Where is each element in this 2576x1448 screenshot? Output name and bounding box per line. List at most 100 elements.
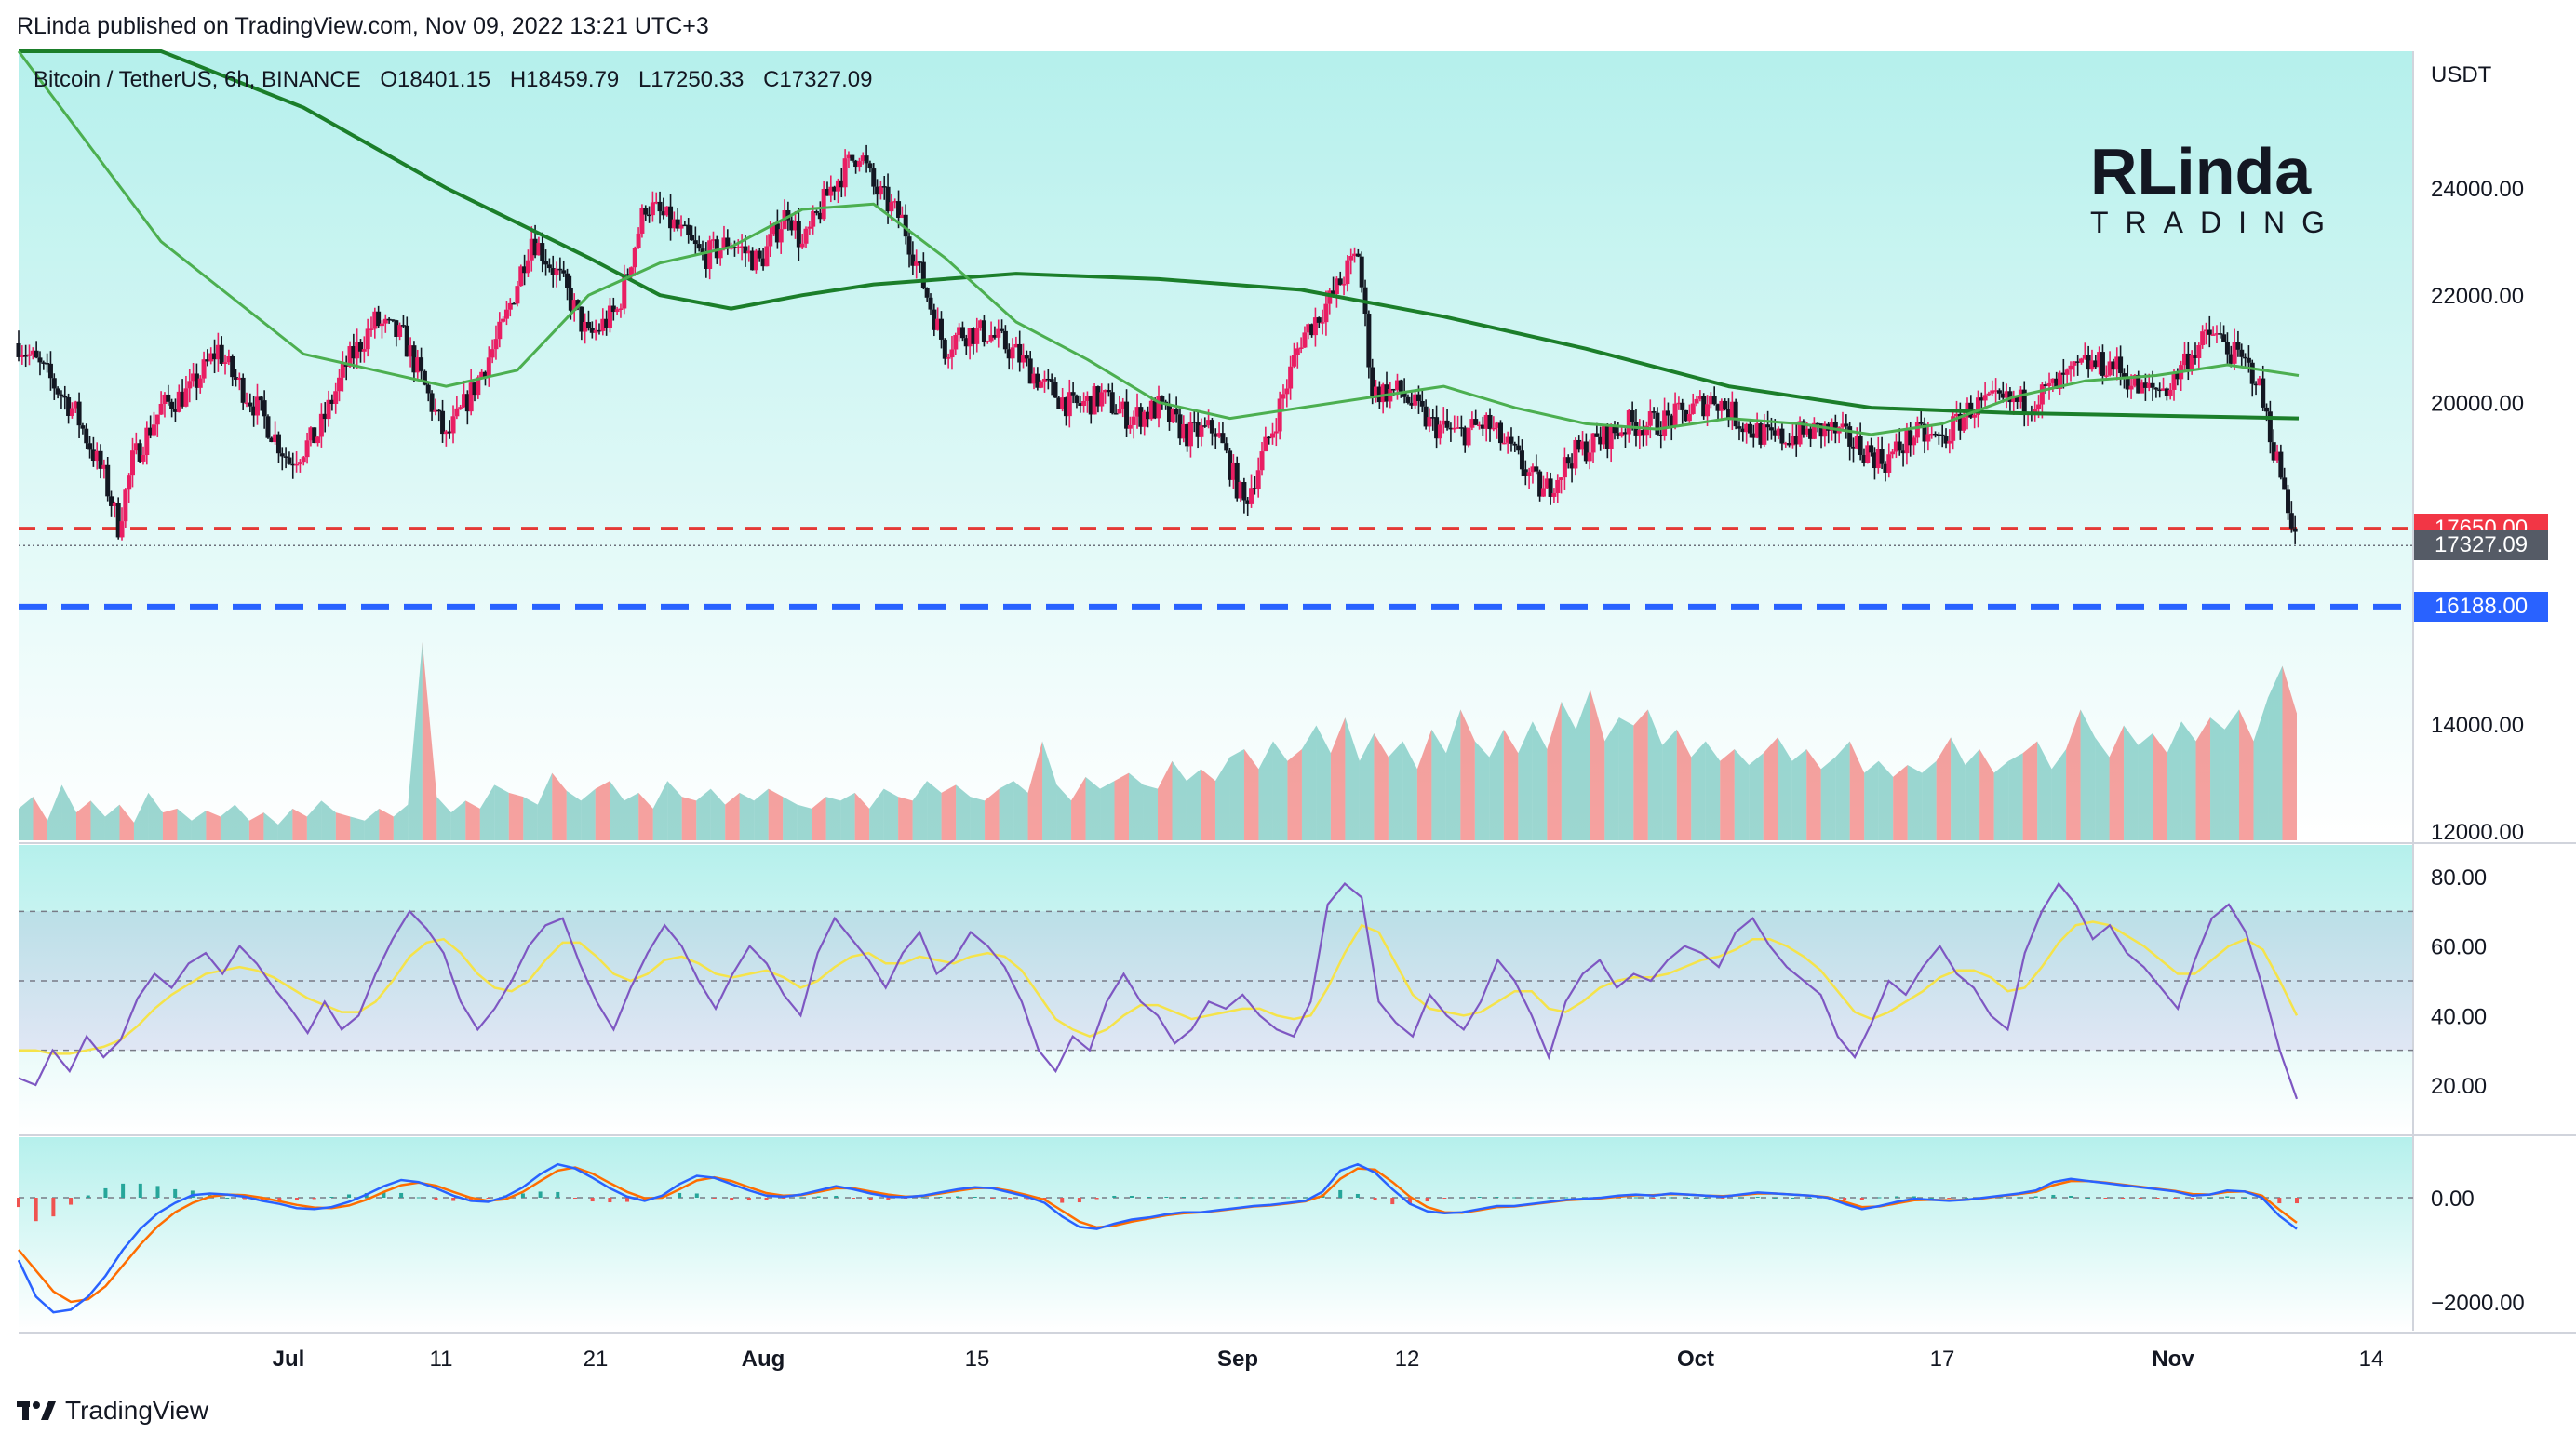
candle-body xyxy=(839,180,844,188)
candle-body xyxy=(2243,356,2248,359)
candle-body xyxy=(1711,396,1717,405)
candle-body xyxy=(180,391,185,407)
candle-body xyxy=(2214,333,2220,335)
macd-histogram-bar xyxy=(920,1197,925,1199)
volume-segment xyxy=(1749,753,1764,840)
candle-body xyxy=(610,305,616,313)
macd-histogram-bar xyxy=(1495,1196,1499,1198)
macd-histogram-bar xyxy=(173,1188,178,1198)
volume-segment xyxy=(1849,741,1865,840)
rsi-indicator: 80.00 60.00 40.00 20.00 xyxy=(18,865,2487,1100)
candle-body xyxy=(625,274,631,275)
candle-body xyxy=(760,258,766,267)
symbol-name[interactable]: Bitcoin / TetherUS, 6h, BINANCE xyxy=(34,67,361,92)
time-tick-label: 14 xyxy=(2359,1347,2384,1372)
candle-body xyxy=(476,377,481,396)
candle-body xyxy=(1255,470,1261,489)
candle-body xyxy=(158,403,164,415)
volume-segment xyxy=(104,804,120,840)
rsi-tick-label: 80.00 xyxy=(2431,865,2487,891)
macd-histogram-bar xyxy=(1147,1196,1151,1198)
candle-body xyxy=(1017,343,1023,363)
macd-histogram-bar xyxy=(34,1198,38,1222)
volume-segment xyxy=(350,816,365,840)
candle-body xyxy=(23,355,29,357)
candle-body xyxy=(1936,434,1941,436)
candle-body xyxy=(141,455,146,462)
candle-body xyxy=(1530,466,1536,473)
volume-segment xyxy=(1778,737,1792,840)
candle-body xyxy=(101,464,107,469)
candle-body xyxy=(130,450,135,476)
candle-body xyxy=(1295,348,1300,355)
candle-body xyxy=(1762,424,1767,445)
candle-body xyxy=(914,261,919,266)
volume-segment xyxy=(912,781,928,840)
ohlc-close: C17327.09 xyxy=(763,67,873,92)
volume-segment xyxy=(2124,725,2139,840)
candle-body xyxy=(361,349,367,352)
candle-body xyxy=(682,224,688,227)
candle-body xyxy=(1109,392,1115,414)
volume-segment xyxy=(1143,784,1158,840)
candle-body xyxy=(287,457,292,464)
volume-segment xyxy=(1922,760,1937,840)
volume-segment xyxy=(494,784,509,840)
tradingview-brand-text: TradingView xyxy=(65,1396,209,1425)
candle-body xyxy=(757,250,762,259)
candle-body xyxy=(881,186,887,188)
macd-histogram-bar xyxy=(1286,1197,1291,1199)
candle-body xyxy=(318,413,324,437)
volume-segment xyxy=(754,788,769,840)
candle-body xyxy=(472,382,477,396)
candle-body xyxy=(94,450,100,462)
candle-body xyxy=(856,161,862,168)
candle-body xyxy=(1142,411,1147,427)
candle-body xyxy=(1456,427,1461,429)
macd-histogram-bar xyxy=(1964,1198,1968,1199)
candle-body xyxy=(1181,423,1187,439)
candle-body xyxy=(918,261,923,263)
candle-body xyxy=(358,342,363,352)
volume-segment xyxy=(450,800,466,840)
candle-body xyxy=(785,210,791,221)
macd-histogram-bar xyxy=(608,1198,612,1203)
macd-histogram-bar xyxy=(538,1191,543,1198)
candle-body xyxy=(692,240,698,245)
candle-body xyxy=(1865,445,1871,463)
volume-segment xyxy=(1604,717,1619,840)
volume-segment xyxy=(465,800,480,840)
candle-body xyxy=(1822,423,1828,437)
volume-segment xyxy=(2224,709,2240,840)
volume-segment xyxy=(2037,741,2052,840)
candle-body xyxy=(1501,442,1507,445)
candle-body xyxy=(262,400,267,417)
candle-body xyxy=(768,234,773,247)
candle-body xyxy=(1002,330,1008,350)
candle-body xyxy=(66,397,72,416)
candle-body xyxy=(1185,423,1190,447)
macd-histogram-bar xyxy=(1251,1197,1255,1199)
ohlc-high: H18459.79 xyxy=(509,67,620,92)
candle-body xyxy=(1758,423,1764,445)
time-tick-label: 12 xyxy=(1395,1347,1420,1372)
candle-body xyxy=(571,300,577,311)
macd-histogram-bar xyxy=(242,1198,247,1200)
candle-body xyxy=(127,475,132,490)
volume-segment xyxy=(825,797,841,840)
candle-body xyxy=(1737,426,1742,429)
candle-body xyxy=(750,250,756,271)
candle-body xyxy=(1444,420,1450,428)
volume-segment xyxy=(1633,709,1648,840)
candle-body xyxy=(1847,426,1853,447)
tradingview-brand[interactable]: TradingView xyxy=(17,1396,208,1426)
macd-histogram-bar xyxy=(155,1186,160,1198)
candle-body xyxy=(1067,392,1072,417)
candle-body xyxy=(1651,411,1657,413)
candle-body xyxy=(835,180,840,192)
candle-body xyxy=(1569,463,1575,469)
candle-body xyxy=(957,327,962,336)
volume-segment xyxy=(710,788,726,840)
candle-body xyxy=(1415,394,1421,401)
